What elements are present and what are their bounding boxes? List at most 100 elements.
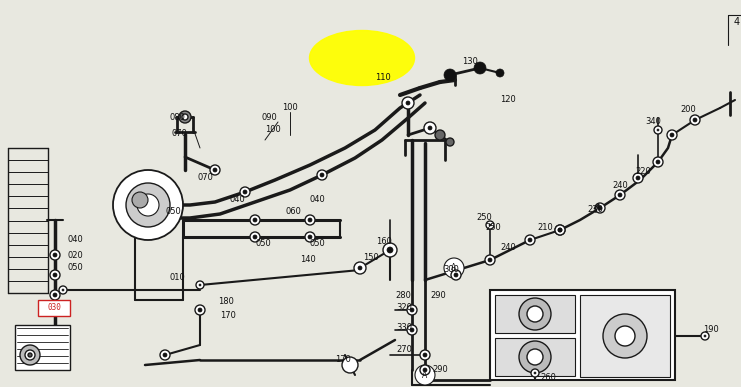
Circle shape [182,114,188,120]
Circle shape [420,350,430,360]
Text: 270: 270 [396,346,412,354]
Ellipse shape [310,31,414,86]
Circle shape [618,193,622,197]
Circle shape [485,255,495,265]
Bar [38,300,70,316]
Text: 100: 100 [282,103,298,113]
Text: 010: 010 [170,274,186,283]
Circle shape [701,332,709,340]
Text: 050: 050 [310,238,326,248]
Text: 040: 040 [310,195,326,204]
Circle shape [358,266,362,270]
Circle shape [489,224,491,226]
Circle shape [163,353,167,357]
Circle shape [656,160,660,164]
Circle shape [615,326,635,346]
Circle shape [250,215,260,225]
Circle shape [454,273,458,277]
Circle shape [653,157,663,167]
Circle shape [126,183,170,227]
Circle shape [496,69,504,77]
Text: 330: 330 [396,324,412,332]
Circle shape [410,328,414,332]
Circle shape [598,206,602,210]
Circle shape [519,341,551,373]
Circle shape [213,168,217,172]
Text: 110: 110 [375,74,391,82]
Text: 020: 020 [68,250,84,260]
Circle shape [113,170,183,240]
Circle shape [444,69,456,81]
Circle shape [603,314,647,358]
Circle shape [670,133,674,137]
Text: 070: 070 [197,173,213,183]
Circle shape [308,218,312,222]
Circle shape [160,350,170,360]
Circle shape [534,372,536,374]
Circle shape [50,270,60,280]
Text: A: A [422,370,428,380]
Circle shape [633,173,643,183]
Text: 290: 290 [430,291,446,300]
Circle shape [435,130,445,140]
Text: 130: 130 [462,58,478,67]
Circle shape [555,225,565,235]
Circle shape [446,138,454,146]
Text: 170: 170 [335,356,351,365]
Circle shape [199,284,201,286]
Circle shape [407,325,417,335]
Circle shape [305,232,315,242]
Text: 290: 290 [432,365,448,375]
Text: 250: 250 [476,214,492,223]
Circle shape [406,101,410,105]
Circle shape [253,218,257,222]
Circle shape [555,225,565,235]
Text: 050: 050 [165,207,181,216]
Circle shape [196,281,204,289]
Circle shape [250,232,260,242]
Circle shape [253,235,257,239]
Circle shape [53,253,57,257]
Text: 260: 260 [540,373,556,382]
Circle shape [305,215,315,225]
Circle shape [531,369,539,377]
Text: 140: 140 [300,255,316,264]
Text: 240: 240 [612,180,628,190]
Bar [490,290,675,380]
Bar [495,338,575,376]
Circle shape [317,170,327,180]
Text: 230: 230 [587,205,603,214]
Bar [495,295,575,333]
Text: 210: 210 [537,224,553,233]
Circle shape [415,365,435,385]
Text: 050: 050 [68,264,84,272]
Circle shape [25,350,35,360]
Circle shape [179,111,191,123]
Text: 150: 150 [363,253,379,262]
Text: 120: 120 [500,96,516,104]
Text: 160: 160 [376,238,392,247]
Text: 4: 4 [734,17,740,27]
Circle shape [28,353,32,357]
Circle shape [62,289,64,291]
Text: 070: 070 [172,128,188,137]
Circle shape [693,118,697,122]
Text: 040: 040 [230,195,246,204]
Circle shape [354,262,366,274]
Circle shape [615,190,625,200]
Circle shape [53,293,57,297]
Circle shape [240,187,250,197]
Circle shape [387,247,393,253]
Circle shape [320,173,324,177]
Circle shape [53,273,57,277]
Circle shape [486,221,494,229]
Circle shape [383,243,397,257]
Circle shape [667,130,677,140]
Circle shape [50,250,60,260]
Circle shape [410,308,414,312]
Text: 030: 030 [47,303,61,312]
Text: 100: 100 [265,125,281,135]
Text: 240: 240 [500,243,516,252]
Text: 170: 170 [220,310,236,320]
Circle shape [423,368,427,372]
